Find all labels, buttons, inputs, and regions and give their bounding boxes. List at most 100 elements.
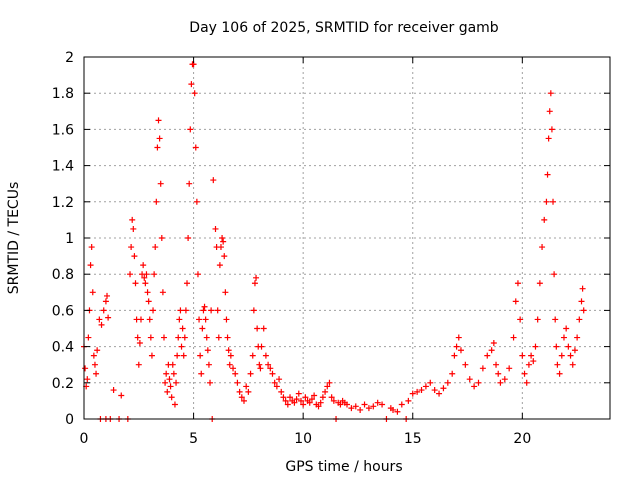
data-point [220,238,227,245]
data-point [444,379,451,386]
data-point [300,401,307,408]
data-point [530,358,537,365]
data-point [379,401,386,408]
data-point [208,307,215,314]
x-axis-label: GPS time / hours [285,459,402,475]
data-point [431,387,438,394]
data-point [541,216,548,223]
data-point [466,376,473,383]
data-point [148,352,155,359]
data-point [514,280,521,287]
data-point [234,379,241,386]
y-tick-label: 1.8 [52,86,74,102]
data-point [311,392,318,399]
data-point [129,216,136,223]
data-point [154,144,161,151]
x-tick-label: 20 [513,431,531,447]
data-point [187,126,194,133]
data-point [317,399,324,406]
data-point [554,361,561,368]
data-point [536,280,543,287]
data-point [159,289,166,296]
data-point [102,298,109,305]
data-point [245,388,252,395]
data-point [512,298,519,305]
data-point [293,396,300,403]
data-point [488,347,495,354]
data-point [523,379,530,386]
data-point [475,379,482,386]
data-point [525,361,532,368]
data-point [282,397,289,404]
data-point [315,403,322,410]
data-point [394,408,401,415]
data-point [85,334,92,341]
data-point [142,280,149,287]
data-point [185,235,192,241]
data-point [280,394,287,401]
data-point [565,343,572,350]
data-point [219,235,226,241]
data-point [278,388,285,395]
data-point [168,394,175,401]
data-point [462,361,469,368]
data-point [427,379,434,386]
data-point [250,307,257,314]
data-point [558,352,565,359]
data-point [110,387,117,394]
data-point [265,361,272,368]
data-point [390,406,397,413]
data-point [519,352,526,359]
data-point [267,365,274,372]
data-point [135,361,142,368]
y-tick-label: 0 [65,412,74,428]
data-point [145,298,152,305]
data-point [548,126,555,133]
data-point [532,343,539,350]
data-point [451,352,458,359]
data-point [212,225,219,232]
data-point [352,403,359,410]
data-point [574,334,581,341]
data-point [162,379,169,386]
data-point [173,379,180,386]
data-point [552,316,559,323]
data-point [580,307,587,314]
data-point [240,397,247,404]
data-point [571,347,578,354]
data-point [553,343,560,350]
data-point [199,325,206,332]
data-point [194,271,201,278]
data-point [94,347,101,354]
data-point [457,347,464,354]
data-point [490,339,497,346]
data-point [306,399,313,406]
chart-title: Day 106 of 2025, SRMTID for receiver gam… [189,20,499,36]
data-point [337,401,344,408]
data-point [202,316,209,323]
data-point [136,339,143,346]
data-point [436,390,443,397]
data-point [521,370,528,377]
data-point [226,361,233,368]
y-tick-label: 1.6 [52,122,74,138]
data-point [215,334,222,341]
data-point [440,385,447,392]
data-point [453,343,460,350]
data-point [151,271,158,278]
data-point [100,307,107,314]
data-point [497,379,504,386]
data-point [269,370,276,377]
data-point [180,352,187,359]
data-point [556,370,563,377]
data-point [178,343,185,350]
data-point [319,394,326,401]
data-point [236,388,243,395]
data-point [216,262,223,269]
data-point [128,244,135,251]
data-point [326,379,333,386]
data-point [322,388,329,395]
data-point [405,397,412,404]
data-point [131,253,138,260]
data-point [90,352,97,359]
